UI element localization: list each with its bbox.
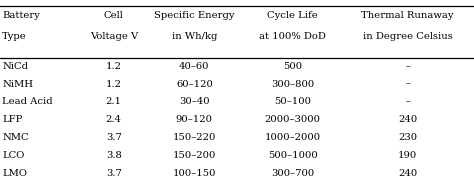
Text: 230: 230 (398, 133, 417, 142)
Text: Lead Acid: Lead Acid (2, 98, 53, 106)
Text: Cell: Cell (104, 11, 124, 20)
Text: in Wh/kg: in Wh/kg (172, 32, 217, 41)
Text: 40–60: 40–60 (179, 62, 210, 71)
Text: 1.2: 1.2 (106, 62, 122, 71)
Text: LFP: LFP (2, 115, 23, 124)
Text: 240: 240 (398, 169, 417, 178)
Text: 500–1000: 500–1000 (268, 151, 318, 160)
Text: Cycle Life: Cycle Life (267, 11, 318, 20)
Text: 60–120: 60–120 (176, 80, 213, 89)
Text: LMO: LMO (2, 169, 27, 178)
Text: 30–40: 30–40 (179, 98, 210, 106)
Text: NiMH: NiMH (2, 80, 33, 89)
Text: 2.1: 2.1 (106, 98, 122, 106)
Text: 50–100: 50–100 (274, 98, 311, 106)
Text: –: – (405, 98, 410, 106)
Text: –: – (405, 62, 410, 71)
Text: in Degree Celsius: in Degree Celsius (363, 32, 453, 41)
Text: 3.7: 3.7 (106, 133, 122, 142)
Text: 150–220: 150–220 (173, 133, 216, 142)
Text: 150–200: 150–200 (173, 151, 216, 160)
Text: 500: 500 (283, 62, 302, 71)
Text: 3.7: 3.7 (106, 169, 122, 178)
Text: –: – (405, 80, 410, 89)
Text: at 100% DoD: at 100% DoD (259, 32, 326, 41)
Text: 100–150: 100–150 (173, 169, 216, 178)
Text: 300–800: 300–800 (271, 80, 314, 89)
Text: 190: 190 (398, 151, 417, 160)
Text: Specific Energy: Specific Energy (154, 11, 235, 20)
Text: 3.8: 3.8 (106, 151, 122, 160)
Text: 2.4: 2.4 (106, 115, 122, 124)
Text: Thermal Runaway: Thermal Runaway (361, 11, 454, 20)
Text: Type: Type (2, 32, 27, 41)
Text: 2000–3000: 2000–3000 (264, 115, 321, 124)
Text: Voltage V: Voltage V (90, 32, 138, 41)
Text: 1000–2000: 1000–2000 (264, 133, 321, 142)
Text: Battery: Battery (2, 11, 40, 20)
Text: NiCd: NiCd (2, 62, 28, 71)
Text: LCO: LCO (2, 151, 25, 160)
Text: 90–120: 90–120 (176, 115, 213, 124)
Text: 300–700: 300–700 (271, 169, 314, 178)
Text: NMC: NMC (2, 133, 29, 142)
Text: 240: 240 (398, 115, 417, 124)
Text: 1.2: 1.2 (106, 80, 122, 89)
